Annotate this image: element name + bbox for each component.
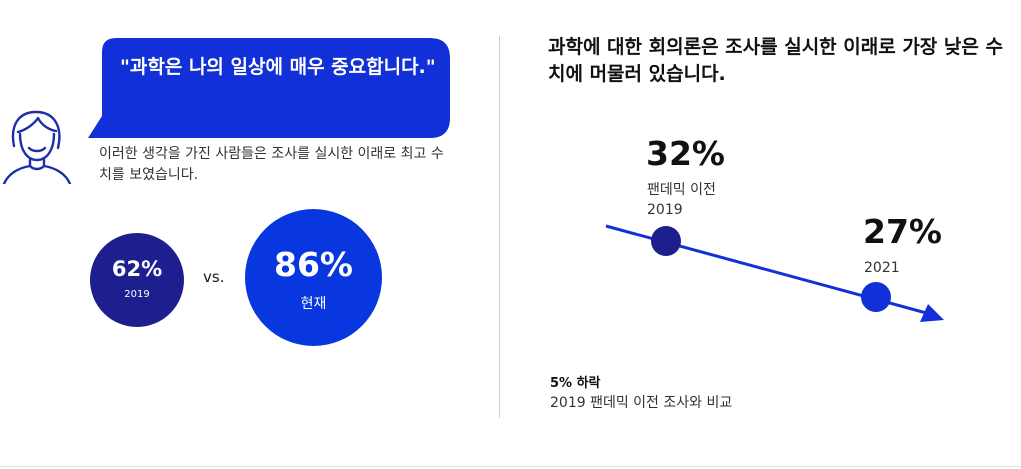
stat-2019-label: 2019 <box>124 289 150 300</box>
left-description: 이러한 생각을 가진 사람들은 조사를 실시한 이래로 최고 수치를 보였습니다… <box>99 146 444 183</box>
point-2019 <box>651 226 681 256</box>
stat-now-label: 현재 <box>300 296 327 312</box>
vs-label: vs. <box>203 268 225 286</box>
person-outline-icon <box>2 110 72 184</box>
point-2019-label-year: 2019 <box>647 202 683 218</box>
trend-arrowhead <box>920 304 944 322</box>
trend-chart <box>605 224 944 322</box>
stat-2019-value: 62% <box>111 257 163 281</box>
quote-bubble: "과학은 나의 일상에 매우 중요합니다." <box>86 38 450 138</box>
stat-now-value: 86% <box>274 245 353 284</box>
footnote-comparison: 2019 팬데믹 이전 조사와 비교 <box>550 395 733 411</box>
point-2019-value: 32% <box>646 134 725 173</box>
bubble-shape <box>88 38 450 138</box>
right-title: 과학에 대한 회의론은 조사를 실시한 이래로 가장 낮은 수치에 머물러 있습… <box>548 36 1003 85</box>
point-2021-value: 27% <box>863 212 942 251</box>
point-2019-label-period: 팬데믹 이전 <box>647 182 716 198</box>
stat-circle-2019: 62% 2019 <box>90 233 184 327</box>
footnote-drop: 5% 하락 <box>550 376 601 391</box>
bottom-rule <box>0 466 1021 467</box>
quote-text: "과학은 나의 일상에 매우 중요합니다." <box>120 56 436 78</box>
point-2021-label-year: 2021 <box>864 260 900 276</box>
point-2021 <box>861 282 891 312</box>
vertical-divider <box>499 36 500 418</box>
stat-circle-now: 86% 현재 <box>245 209 382 346</box>
